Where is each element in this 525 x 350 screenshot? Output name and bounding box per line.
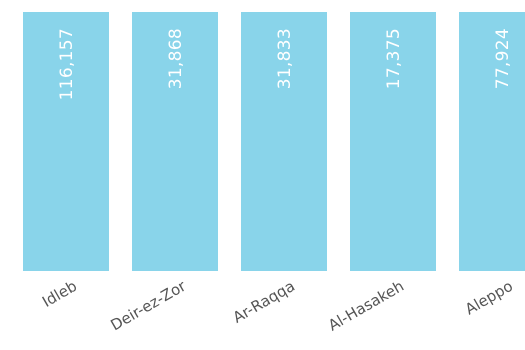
value-labels-group: 116,157 31,868 31,833 17,375 77,924: [57, 28, 513, 100]
value-label-deir-ez-zor: 31,868: [166, 28, 186, 89]
value-label-aleppo: 77,924: [493, 28, 513, 89]
category-label-al-hasakeh: Al-Hasakeh: [325, 277, 407, 335]
bar-deir-ez-zor: [132, 12, 218, 271]
category-label-deir-ez-zor: Deir-ez-Zor: [108, 276, 190, 334]
bar-ar-raqqa: [241, 12, 327, 271]
value-label-al-hasakeh: 17,375: [384, 28, 404, 89]
bar-idleb: [23, 12, 109, 271]
value-label-ar-raqqa: 31,833: [275, 28, 295, 89]
bars-group: [23, 12, 525, 271]
category-label-idleb: Idleb: [39, 277, 80, 311]
bar-al-hasakeh: [350, 12, 436, 271]
category-label-aleppo: Aleppo: [462, 277, 516, 319]
bar-aleppo: [459, 12, 525, 271]
category-label-ar-raqqa: Ar-Raqqa: [230, 277, 298, 327]
value-label-idleb: 116,157: [57, 28, 77, 100]
category-labels-group: Idleb Deir-ez-Zor Ar-Raqqa Al-Hasakeh Aleppo: [39, 276, 516, 334]
